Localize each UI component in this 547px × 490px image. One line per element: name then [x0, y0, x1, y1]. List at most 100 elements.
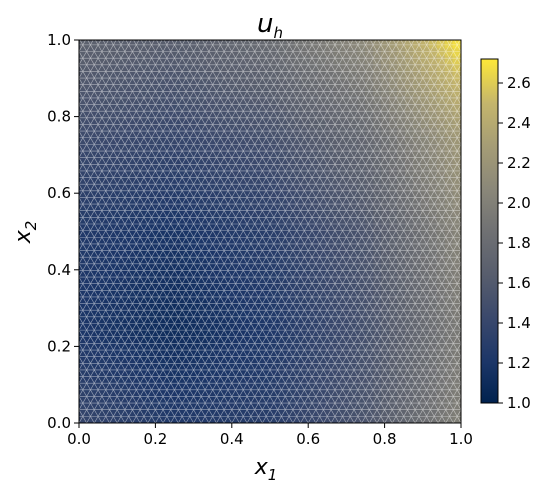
heatmap-cell	[229, 223, 239, 232]
heatmap-cell	[166, 287, 175, 296]
heatmap-cell	[436, 71, 446, 81]
heatmap-cell	[118, 287, 128, 296]
heatmap-cell	[237, 207, 247, 216]
heatmap-cell	[444, 111, 454, 121]
heatmap-cell	[404, 334, 414, 344]
heatmap-cell	[428, 103, 438, 113]
mesh-edges	[79, 40, 461, 423]
heatmap-cell	[452, 231, 461, 240]
heatmap-cell	[110, 119, 120, 129]
heatmap-cell	[381, 55, 390, 65]
heatmap-cell	[373, 215, 382, 224]
heatmap-cell	[174, 374, 183, 384]
heatmap-cell	[428, 119, 438, 129]
heatmap-cell	[420, 223, 430, 232]
heatmap-cell	[397, 191, 406, 200]
heatmap-cell	[373, 342, 382, 352]
heatmap-cell	[126, 111, 136, 121]
heatmap-cell	[444, 231, 454, 240]
heatmap-cell	[158, 255, 167, 264]
heatmap-cell	[277, 47, 287, 57]
heatmap-cell	[134, 255, 143, 264]
heatmap-cell	[436, 175, 446, 184]
heatmap-cell	[365, 71, 374, 81]
heatmap-cell	[452, 183, 461, 192]
heatmap-cell	[182, 342, 191, 352]
heatmap-cell	[229, 63, 239, 73]
heatmap-cell	[317, 215, 327, 224]
heatmap-cell	[269, 414, 279, 423]
heatmap-cell	[293, 119, 303, 129]
heatmap-cell	[237, 111, 247, 121]
heatmap-cell	[365, 247, 374, 256]
heatmap-cell	[206, 199, 215, 208]
heatmap-cell	[420, 207, 430, 216]
heatmap-cell	[182, 40, 191, 49]
heatmap-cell	[301, 40, 311, 49]
heatmap-cell	[301, 191, 311, 200]
heatmap-cell	[174, 191, 183, 200]
heatmap-cell	[126, 159, 136, 168]
heatmap-cell	[373, 279, 382, 288]
heatmap-cell	[174, 111, 183, 121]
heatmap-cell	[86, 350, 96, 360]
heatmap-cell	[158, 143, 167, 153]
heatmap-cell	[285, 207, 295, 216]
heatmap-cell	[397, 406, 406, 416]
heatmap-cell	[79, 390, 88, 400]
heatmap-cell	[229, 279, 239, 288]
heatmap-cell	[229, 127, 239, 137]
heatmap-cell	[309, 199, 319, 208]
heatmap-cell	[86, 263, 96, 272]
heatmap-cell	[182, 295, 191, 304]
heatmap-cell	[357, 247, 366, 256]
heatmap-cell	[389, 119, 398, 129]
heatmap-cell	[404, 71, 414, 81]
x-axis-ticks: 0.0 0.2 0.4 0.6 0.8 1.0	[67, 423, 473, 448]
heatmap-cell	[317, 382, 327, 392]
heatmap-cell	[253, 207, 263, 216]
heatmap-cell	[237, 87, 247, 97]
heatmap-cell	[198, 135, 207, 145]
heatmap-cell	[389, 87, 398, 97]
heatmap-cell	[190, 303, 199, 312]
heatmap-cell	[237, 271, 247, 280]
heatmap-cell	[277, 127, 287, 137]
heatmap-cell	[293, 350, 303, 360]
heatmap-cell	[301, 271, 311, 280]
heatmap-cell	[245, 231, 255, 240]
heatmap-cell	[277, 191, 287, 200]
heatmap-cell	[357, 175, 366, 184]
heatmap-cell	[428, 167, 438, 176]
heatmap-cell	[309, 79, 319, 89]
heatmap-cell	[444, 103, 454, 113]
heatmap-cell	[229, 47, 239, 57]
heatmap-cell	[309, 159, 319, 168]
heatmap-cell	[285, 350, 295, 360]
heatmap-cell	[412, 151, 422, 160]
heatmap-cell	[221, 119, 231, 129]
heatmap-cell	[309, 287, 319, 296]
heatmap-cell	[126, 95, 136, 105]
heatmap-cell	[142, 279, 151, 288]
heatmap-cell	[373, 350, 382, 360]
heatmap-cell	[94, 414, 104, 423]
heatmap-cell	[245, 207, 255, 216]
heatmap-cell	[389, 334, 398, 344]
heatmap-cell	[293, 382, 303, 392]
heatmap-cell	[444, 414, 454, 423]
heatmap-cell	[341, 167, 350, 176]
heatmap-cell	[349, 271, 358, 280]
heatmap-cell	[182, 143, 191, 153]
heatmap-cell	[221, 231, 231, 240]
heatmap-cell	[301, 406, 311, 416]
heatmap-cell	[126, 334, 136, 344]
heatmap-cell	[309, 239, 319, 248]
heatmap-cell	[397, 279, 406, 288]
heatmap-cell	[269, 95, 279, 105]
heatmap-cell	[221, 199, 231, 208]
heatmap-cell	[317, 167, 327, 176]
heatmap-cell	[285, 342, 295, 352]
colorbar-tick-label: 2.0	[507, 194, 531, 212]
heatmap-cell	[118, 119, 128, 129]
